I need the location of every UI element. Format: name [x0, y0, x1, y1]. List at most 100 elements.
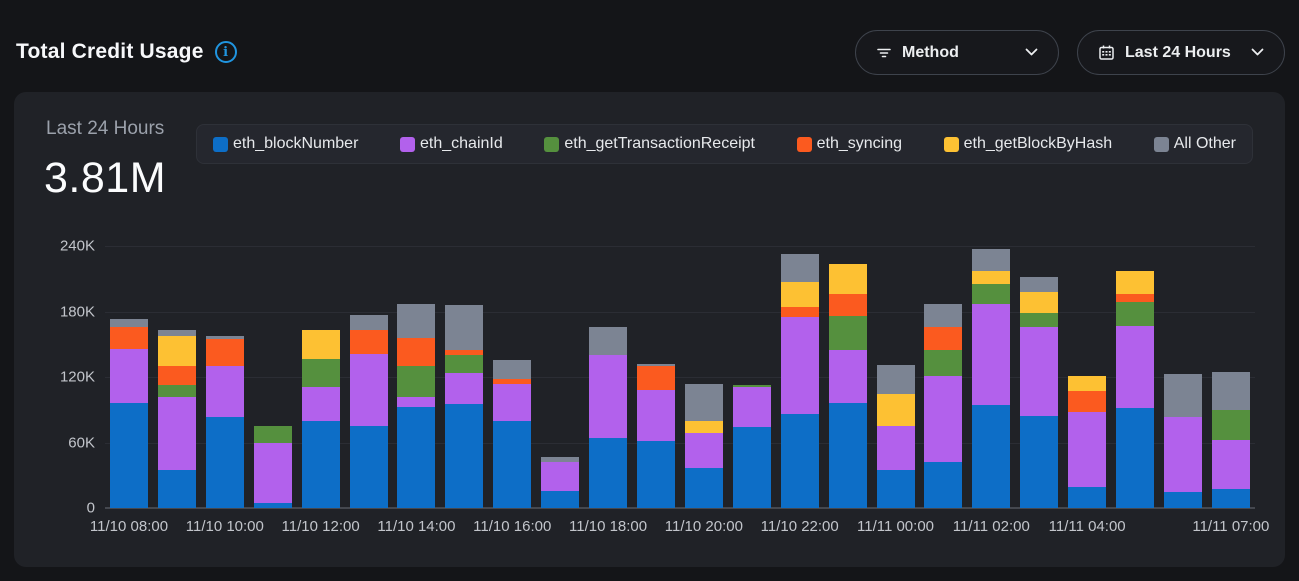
- bar-segment[interactable]: [157, 366, 196, 385]
- bar-segment[interactable]: [684, 467, 723, 508]
- bar-segment[interactable]: [541, 490, 580, 508]
- bar-segment[interactable]: [684, 432, 723, 468]
- bar-segment[interactable]: [684, 383, 723, 421]
- bar-segment[interactable]: [972, 271, 1011, 285]
- bar-segment[interactable]: [205, 417, 244, 508]
- bar-segment[interactable]: [972, 405, 1011, 508]
- bar-11-10-17-00[interactable]: [541, 246, 580, 508]
- bar-segment[interactable]: [397, 303, 436, 338]
- bar-segment[interactable]: [349, 314, 388, 331]
- bar-segment[interactable]: [1020, 291, 1059, 313]
- bar-segment[interactable]: [1020, 326, 1059, 417]
- bar-segment[interactable]: [636, 390, 675, 442]
- bar-segment[interactable]: [493, 379, 532, 384]
- bar-segment[interactable]: [780, 282, 819, 308]
- bar-segment[interactable]: [397, 396, 436, 407]
- bar-segment[interactable]: [1211, 371, 1250, 410]
- time-range-dropdown[interactable]: Last 24 Hours: [1077, 30, 1285, 75]
- bar-segment[interactable]: [253, 426, 292, 443]
- legend-item[interactable]: eth_syncing: [796, 135, 902, 153]
- bar-segment[interactable]: [205, 366, 244, 418]
- bar-segment[interactable]: [1116, 301, 1155, 326]
- bar-segment[interactable]: [445, 372, 484, 405]
- bar-segment[interactable]: [636, 366, 675, 391]
- bar-segment[interactable]: [924, 349, 963, 377]
- bar-segment[interactable]: [541, 462, 580, 491]
- bar-segment[interactable]: [780, 253, 819, 283]
- bar-segment[interactable]: [780, 307, 819, 317]
- bar-segment[interactable]: [1163, 373, 1202, 418]
- bar-segment[interactable]: [445, 355, 484, 373]
- bar-segment[interactable]: [397, 337, 436, 367]
- bar-segment[interactable]: [1020, 312, 1059, 327]
- bar-segment[interactable]: [589, 326, 628, 356]
- bar-segment[interactable]: [1211, 409, 1250, 441]
- bar-segment[interactable]: [397, 406, 436, 508]
- bar-11-11-02-00[interactable]: 11/11 02:00: [953, 246, 1030, 535]
- bar-segment[interactable]: [828, 263, 867, 295]
- legend-item[interactable]: eth_chainId: [400, 135, 503, 153]
- bar-11-10-10-00[interactable]: 11/10 10:00: [186, 246, 264, 535]
- bar-11-11-07-00[interactable]: 11/11 07:00: [1192, 246, 1269, 535]
- bar-segment[interactable]: [876, 469, 915, 508]
- bar-segment[interactable]: [828, 349, 867, 404]
- bar-11-10-22-00[interactable]: 11/10 22:00: [761, 246, 839, 535]
- bar-segment[interactable]: [924, 326, 963, 350]
- bar-segment[interactable]: [445, 304, 484, 350]
- bar-segment[interactable]: [157, 396, 196, 470]
- bar-segment[interactable]: [589, 438, 628, 508]
- bar-11-11-01-00[interactable]: [924, 246, 963, 508]
- bar-segment[interactable]: [157, 469, 196, 508]
- bar-segment[interactable]: [1068, 487, 1107, 508]
- bar-segment[interactable]: [972, 303, 1011, 406]
- bar-11-10-13-00[interactable]: [349, 246, 388, 508]
- bar-11-10-18-00[interactable]: 11/10 18:00: [569, 246, 647, 535]
- bar-segment[interactable]: [972, 284, 1011, 304]
- bar-segment[interactable]: [828, 294, 867, 316]
- legend-item[interactable]: eth_blockNumber: [213, 135, 358, 153]
- bar-segment[interactable]: [1068, 376, 1107, 392]
- bar-11-11-04-00[interactable]: 11/11 04:00: [1049, 246, 1126, 535]
- bar-segment[interactable]: [110, 319, 148, 327]
- bar-11-10-15-00[interactable]: [445, 246, 484, 508]
- bar-segment[interactable]: [1116, 294, 1155, 302]
- bar-segment[interactable]: [445, 404, 484, 508]
- bar-11-11-06-00[interactable]: [1163, 246, 1202, 508]
- bar-segment[interactable]: [636, 441, 675, 508]
- bar-segment[interactable]: [924, 304, 963, 327]
- bar-segment[interactable]: [1163, 417, 1202, 492]
- method-filter-dropdown[interactable]: Method: [855, 30, 1059, 75]
- bar-segment[interactable]: [732, 386, 771, 428]
- bar-segment[interactable]: [493, 359, 532, 380]
- bar-segment[interactable]: [301, 420, 340, 508]
- legend-item[interactable]: eth_getBlockByHash: [943, 135, 1112, 153]
- bar-segment[interactable]: [1020, 416, 1059, 508]
- bar-segment[interactable]: [828, 403, 867, 508]
- bar-segment[interactable]: [1068, 391, 1107, 413]
- bar-segment[interactable]: [732, 427, 771, 508]
- bar-segment[interactable]: [301, 358, 340, 387]
- legend-item[interactable]: All Other: [1153, 135, 1236, 153]
- bar-segment[interactable]: [110, 403, 148, 508]
- bar-segment[interactable]: [110, 326, 148, 349]
- bar-segment[interactable]: [1116, 325, 1155, 408]
- bar-segment[interactable]: [1163, 491, 1202, 508]
- bar-11-10-12-00[interactable]: 11/10 12:00: [282, 246, 360, 535]
- bar-segment[interactable]: [157, 330, 196, 336]
- bar-segment[interactable]: [924, 376, 963, 463]
- bar-segment[interactable]: [349, 426, 388, 508]
- bar-11-10-19-00[interactable]: [636, 246, 675, 508]
- bar-segment[interactable]: [828, 315, 867, 350]
- bar-segment[interactable]: [493, 420, 532, 508]
- bar-segment[interactable]: [253, 442, 292, 503]
- bar-segment[interactable]: [1068, 412, 1107, 488]
- bar-11-11-00-00[interactable]: 11/11 00:00: [857, 246, 934, 535]
- bar-segment[interactable]: [589, 355, 628, 439]
- bar-segment[interactable]: [1020, 276, 1059, 292]
- bar-segment[interactable]: [493, 383, 532, 421]
- bar-segment[interactable]: [876, 394, 915, 427]
- bar-11-10-21-00[interactable]: [732, 246, 771, 508]
- bar-segment[interactable]: [1116, 407, 1155, 508]
- bar-11-10-14-00[interactable]: 11/10 14:00: [377, 246, 456, 535]
- bar-segment[interactable]: [1211, 440, 1250, 490]
